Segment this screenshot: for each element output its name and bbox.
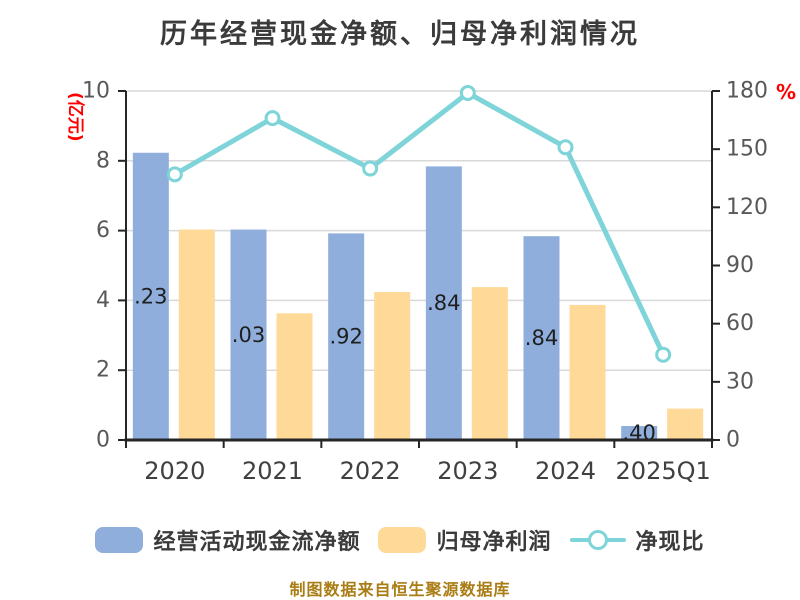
y-axis-left-label: 10 <box>82 79 110 104</box>
ratio-point <box>557 139 574 156</box>
legend-item-label: 归母净利润 <box>436 530 552 555</box>
cash-bar <box>523 236 560 440</box>
y-axis-left-label: 8 <box>96 148 110 173</box>
x-axis-label: 2022 <box>340 457 401 485</box>
bar-value-label: .03 <box>232 323 265 347</box>
y-axis-right-label: 150 <box>726 137 768 162</box>
y-axis-right-label: 30 <box>726 369 754 394</box>
cash-bar <box>132 152 169 440</box>
y-axis-left-label: 4 <box>96 288 110 313</box>
cash-bar <box>621 426 658 440</box>
legend-item-profit: 归母净利润 <box>378 524 551 556</box>
y-axis-right-label: 0 <box>726 428 740 453</box>
ratio-point <box>362 160 379 177</box>
bar-value-label: .84 <box>427 291 460 315</box>
legend-item-ratio: 净现比 <box>569 524 705 556</box>
legend: 经营活动现金流净额 归母净利润 净现比 <box>0 524 800 556</box>
x-axis-label: 2025Q1 <box>616 457 711 485</box>
page-title: 历年经营现金净额、归母净利润情况 <box>160 19 640 50</box>
profit-bar <box>178 229 215 440</box>
ratio-marker-icon <box>587 530 608 550</box>
profit-bar <box>471 287 508 440</box>
ratio-line <box>172 90 666 358</box>
data-source-caption: 制图数据来自恒生聚源数据库 <box>289 580 511 599</box>
cash-bar <box>230 229 267 440</box>
x-axis-label: 2023 <box>437 457 498 485</box>
ratio-point <box>655 346 672 363</box>
cash-swatch-icon <box>95 527 144 553</box>
bar-value-label: .92 <box>329 325 362 349</box>
chart-canvas: 0 2 4 6 8 10 0 30 60 90 120 150 180 (亿元) % .23 .03 .92 .84… <box>65 79 796 486</box>
legend-item-label: 净现比 <box>635 530 705 555</box>
legend-item-label: 经营活动现金流净额 <box>153 530 361 555</box>
x-axis-label: 2024 <box>535 457 596 485</box>
profit-bar <box>569 304 606 440</box>
y-axis-left-label: 6 <box>96 218 110 243</box>
profit-bar <box>276 313 313 440</box>
x-axis-label: 2021 <box>242 457 303 485</box>
y-axis-right-label: 60 <box>726 311 754 336</box>
ratio-point <box>459 84 476 101</box>
profit-swatch-icon <box>378 527 427 553</box>
ratio-line-icon <box>569 527 626 553</box>
x-axis-label: 2020 <box>144 457 205 485</box>
ratio-point <box>264 110 281 127</box>
bar-value-label: .23 <box>134 284 167 308</box>
y-axis-left-label: 2 <box>96 358 110 383</box>
cash-bar <box>328 233 365 440</box>
legend-item-cash: 经营活动现金流净额 <box>95 524 360 556</box>
y-axis-right-unit: % <box>776 80 796 104</box>
bar-value-label: .84 <box>525 326 558 350</box>
profit-bar <box>374 292 411 440</box>
profit-bar <box>667 408 704 440</box>
ratio-point <box>166 166 183 183</box>
cash-bar <box>425 166 462 440</box>
y-axis-left-unit: (亿元) <box>65 92 86 142</box>
y-axis-right-label: 90 <box>726 253 754 278</box>
y-axis-right-label: 120 <box>726 195 768 220</box>
y-axis-left-label: 0 <box>96 428 110 453</box>
y-axis-right-label: 180 <box>726 79 768 104</box>
